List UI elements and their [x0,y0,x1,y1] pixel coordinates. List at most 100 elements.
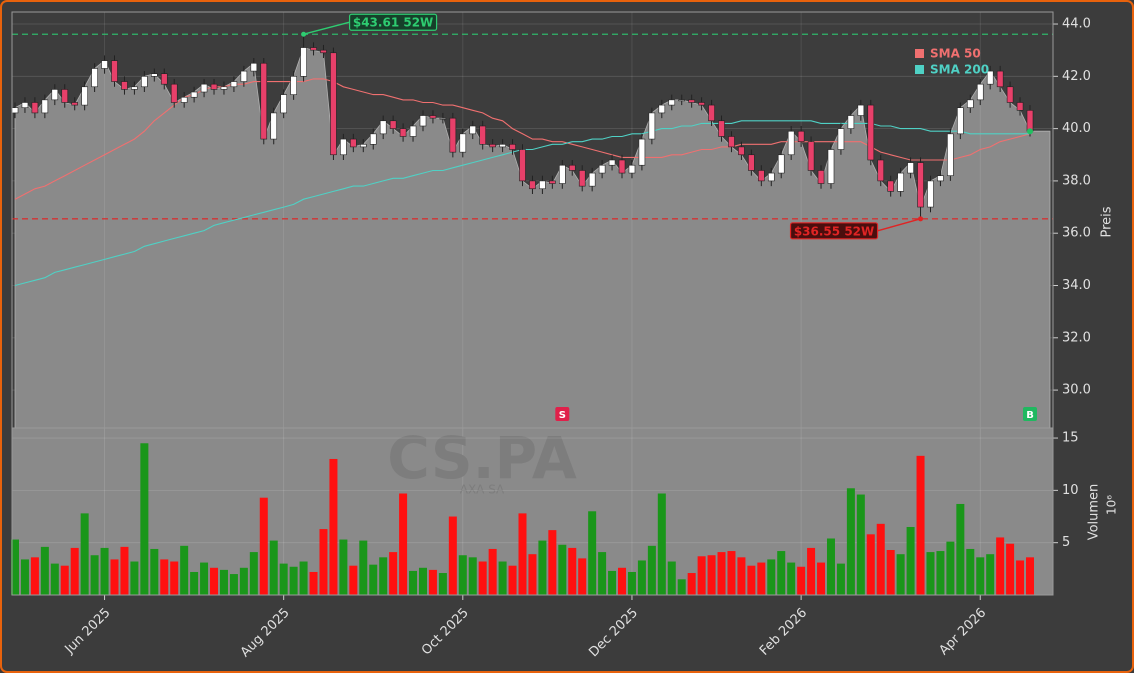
candle-body [907,162,914,174]
volume-bar [747,565,756,595]
watermark-ticker: CS.PA [387,424,577,492]
volume-bar [11,539,19,595]
y-axis-label: Preis [1100,206,1115,237]
annotation-point [918,216,924,222]
candle-body [160,73,168,85]
candle-body [61,89,69,103]
volume-bar [986,554,995,595]
volume-bar [120,546,129,595]
volume-bar [916,455,925,595]
volume-bar [787,562,796,595]
volume-bar [757,562,766,595]
candle-body [628,164,636,174]
volume-bar [180,545,189,595]
candle-body [1026,110,1034,132]
volume-bar [966,548,975,595]
candle-body [71,102,79,106]
candle-body [310,47,317,51]
volume-bar [866,534,875,595]
volume-bar [657,493,666,595]
candle-body [827,149,835,184]
volume-bar [677,579,686,595]
volume-bar [558,544,567,595]
volume-bar [329,458,338,595]
candle-body [379,120,387,135]
candle-body [230,81,238,88]
candle-body [986,70,994,85]
signal-label: B [1026,410,1034,421]
y-tick-label: 42.0 [1062,69,1091,84]
candle-body [559,164,566,184]
volume-bar [100,547,109,595]
candle-body [539,180,546,190]
volume-bar [110,559,119,595]
volume-bar [667,561,676,595]
candle-body [41,99,49,114]
volume-bar [20,559,29,595]
volume-bar [876,523,885,595]
legend-label: SMA 50 [930,47,981,61]
volume-bar [200,562,209,595]
volume-bar [418,567,427,595]
y-tick-label: 30.0 [1062,383,1091,398]
volume-bar [210,567,219,595]
candle-body [966,99,974,108]
volume-bar [926,552,935,595]
candle-body [240,70,248,82]
annotation-label: $43.61 52W [353,16,433,30]
volume-bar [229,574,238,595]
volume-bar [150,548,159,595]
candle-body [937,175,944,182]
volume-bar [588,511,597,595]
volume-bar [936,551,945,595]
volume-bar [279,563,288,595]
candle-body [489,144,496,148]
volume-bar [777,551,786,595]
volume-bar [826,538,835,595]
candle-body [976,83,984,101]
candle-body [887,180,894,192]
volume-bar [727,551,736,595]
candle-body [678,99,686,102]
volume-bar [687,573,696,595]
watermark-company: AXA SA [460,483,505,497]
volume-bar [339,539,348,595]
volume-bar [906,526,915,595]
annotation-arrow [877,218,921,232]
candle-body [359,144,367,148]
candle-body [280,94,287,114]
candle-body [787,130,795,156]
volume-bar [548,530,557,595]
candle-body [608,159,616,166]
volume-bar [60,565,69,595]
legend-swatch [915,49,924,58]
volume-bar [836,563,845,595]
candle-body [21,102,29,108]
candle-body [529,180,536,190]
volume-bar [518,513,527,595]
candle-body [718,120,725,137]
candle-body [151,73,158,77]
candle-body [320,49,327,54]
candle-body [588,172,596,187]
candle-body [618,159,626,174]
candle-body [777,154,785,174]
volume-bar [737,557,746,595]
y-tick-label: 40.0 [1062,121,1091,136]
candle-body [389,120,397,129]
volume-bar [1026,557,1034,595]
candle-body [170,83,178,103]
volume-bar [647,545,656,595]
candle-body [131,86,138,90]
volume-bar [896,554,905,595]
signal-point [1027,128,1033,135]
volume-bar [259,497,268,595]
volume-bar [130,561,139,595]
candle-body [917,162,924,208]
volume-bar [309,571,318,595]
y-tick-label: 34.0 [1062,278,1091,293]
candle-body [658,104,666,114]
volume-bar [458,555,467,595]
volume-bar [319,529,328,595]
